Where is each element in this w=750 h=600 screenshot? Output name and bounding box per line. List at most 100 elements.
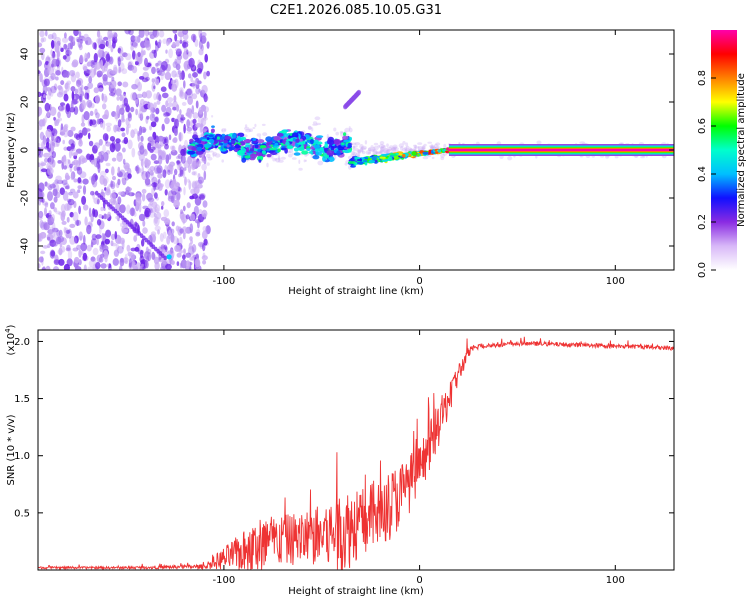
spectrogram-speckle — [121, 52, 128, 58]
spectrogram-trace-blob — [265, 136, 273, 142]
spectrogram-speckle — [97, 49, 103, 58]
spectrogram-speckle — [176, 104, 180, 112]
spectrogram-speckle — [190, 76, 194, 83]
spectrogram-speckle — [48, 229, 56, 239]
spectrogram-speckle — [194, 38, 199, 48]
spectrogram-halo — [413, 147, 417, 151]
spectrogram-speckle — [139, 125, 143, 136]
spectrogram-y-axis: -40 -20 0 20 40 — [20, 48, 674, 254]
spectrogram-speckle — [112, 40, 116, 49]
spectrogram-speckle — [105, 141, 112, 147]
spectrogram-speckle — [155, 142, 159, 149]
spectrogram-speckle — [141, 188, 147, 194]
spectrogram-speckle — [65, 233, 69, 239]
spectrogram-trace-blob — [245, 147, 250, 153]
spectrogram-speckle — [65, 184, 71, 190]
spectrogram-speckle — [154, 192, 158, 199]
spectrogram-halo — [224, 128, 227, 132]
spectrogram-speckle — [162, 231, 167, 239]
spectrogram-speckle — [171, 83, 178, 92]
spectrogram-halo — [350, 153, 354, 156]
spectrogram-trace-blob — [395, 152, 399, 156]
spectrogram-speckle — [102, 74, 108, 82]
spectrogram-speckle — [100, 206, 104, 212]
spectrogram-streak — [163, 255, 167, 261]
spectrogram-halo — [386, 149, 392, 152]
spectrogram-speckle — [160, 266, 166, 270]
spectrogram-speckle — [38, 124, 43, 131]
spectrogram-speckle — [177, 226, 183, 236]
spectrogram-speckle — [91, 233, 97, 241]
spectrogram-trace-blob — [257, 139, 265, 144]
spectrogram-speckle — [203, 116, 208, 121]
spectrogram-speckle — [61, 179, 68, 186]
spectrogram-streak — [356, 89, 362, 95]
spectrogram-speckle — [188, 73, 192, 79]
spectrogram-halo — [536, 140, 542, 145]
spectrogram-speckle — [86, 99, 93, 108]
spectrogram-trace-blob — [293, 152, 301, 156]
spectrogram-speckle — [80, 242, 88, 252]
spectrogram-speckle — [135, 108, 139, 116]
spectrogram-speckle — [85, 40, 88, 45]
spectrogram-speckle — [103, 36, 109, 41]
spectrogram-speckle — [83, 33, 89, 39]
spectrogram-y-label: Frequency (Hz) — [6, 112, 17, 188]
spectrogram-speckle — [38, 70, 41, 75]
spectrogram-speckle — [137, 132, 141, 142]
spectrogram-speckle — [90, 119, 97, 126]
spectrogram-speckle — [94, 108, 98, 116]
spectrogram-trace-blob — [387, 156, 393, 162]
spectrogram-speckle — [124, 172, 130, 181]
spectrogram-halo — [277, 155, 281, 160]
spectrogram-speckle — [157, 135, 164, 142]
spectrogram-speckle — [77, 85, 81, 94]
spectrogram-speckle — [100, 122, 103, 128]
spectrogram-trace-blob — [427, 152, 431, 155]
spectrogram-trace-blob — [195, 150, 204, 155]
spectrogram-speckle — [83, 204, 89, 211]
spectrogram-speckle — [67, 198, 75, 206]
spectrogram-speckle — [130, 106, 135, 113]
spectrogram-speckle — [185, 112, 190, 117]
spectrogram-speckle — [156, 100, 161, 105]
spectrogram-speckle — [42, 37, 47, 43]
spectrogram-halo — [417, 145, 423, 149]
spectrogram-speckle — [51, 58, 58, 67]
spectrogram-speckle — [179, 236, 183, 246]
spectrogram-speckle — [116, 126, 122, 133]
spectrogram-speckle — [103, 151, 109, 162]
spectrogram-speckle — [117, 196, 122, 205]
spectrogram-speckle — [95, 234, 102, 239]
spectrogram-halo — [422, 156, 429, 160]
spectrogram-trace-blob — [308, 151, 314, 154]
spectrogram-speckle — [200, 123, 204, 128]
spectrogram-halo — [440, 153, 445, 158]
spectrogram-speckle — [53, 138, 59, 143]
spectrogram-halo — [507, 156, 513, 161]
spectrogram-speckle — [83, 234, 86, 245]
spectrogram-speckle — [150, 121, 157, 128]
spectrogram-speckle — [111, 76, 115, 82]
spectrogram-speckle — [192, 72, 198, 78]
spectrogram-speckle — [167, 250, 174, 255]
spectrogram-trace-blob — [328, 139, 335, 146]
spectrogram-speckle — [78, 205, 81, 215]
spectrogram-trace-blob — [341, 142, 345, 146]
spectrogram-speckle — [110, 200, 118, 206]
spectrogram-halo — [390, 148, 396, 151]
spectrogram-speckle — [104, 255, 108, 263]
spectrogram-speckle — [201, 163, 207, 171]
spectrogram-speckle — [40, 162, 47, 167]
spectrogram-speckle — [141, 170, 148, 181]
spectrogram-speckle — [96, 198, 100, 205]
spectrogram-halo — [383, 144, 386, 150]
spectrogram-speckle — [63, 226, 67, 233]
spectrogram-speckle — [87, 82, 94, 89]
spectrogram-speckle — [39, 219, 44, 229]
spectrogram-speckle — [134, 36, 138, 42]
spectrogram-speckle — [170, 80, 174, 84]
spectrogram-speckle — [102, 133, 109, 141]
spectrogram-speckle — [98, 214, 103, 219]
spectrogram-speckle — [88, 260, 95, 267]
